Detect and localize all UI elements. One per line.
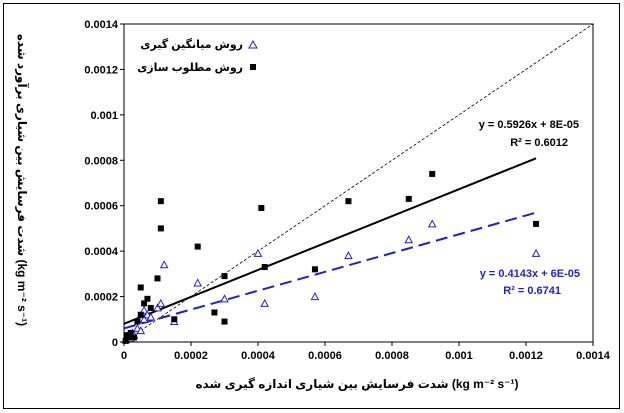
point-optimization	[194, 243, 201, 250]
point-optimization	[134, 318, 141, 325]
point-optimization	[258, 204, 265, 211]
legend: روش میانگین گیری روش مطلوب سازی	[137, 38, 258, 74]
point-optimization	[221, 318, 228, 325]
x-tick-label: 0.0012	[509, 350, 543, 362]
y-tick-label: 0.001	[90, 110, 118, 122]
point-averaging	[531, 248, 541, 257]
r2-averaging: R² = 0.6741	[503, 285, 561, 297]
point-averaging	[253, 248, 263, 257]
plot-area-border	[123, 23, 594, 343]
point-averaging	[220, 294, 229, 303]
point-optimization	[261, 264, 268, 271]
tick-label-layer: 0 0.0002 0.0004 0.0006 0.0008 0.001 0.0012 0.00…	[84, 19, 610, 362]
point-averaging	[193, 278, 203, 287]
y-tick-label: 0.0002	[84, 292, 118, 304]
point-optimization	[144, 295, 151, 302]
point-averaging	[310, 292, 320, 301]
point-optimization	[122, 337, 129, 344]
trendline-optimization	[123, 157, 537, 325]
point-averaging	[260, 298, 270, 307]
y-axis-title: شدت فرسایش بین شیاری برآورد شده (kg m⁻² …	[14, 34, 30, 326]
reference-line-layer	[123, 23, 594, 343]
point-averaging	[153, 303, 162, 312]
point-averaging	[427, 219, 437, 228]
point-averaging	[136, 326, 146, 335]
legend-label-averaging: روش میانگین گیری	[140, 38, 243, 51]
y-tick-label: 0.0012	[84, 64, 118, 76]
point-optimization	[211, 309, 218, 316]
x-tick-label: 0.0014	[576, 350, 611, 362]
point-averaging	[139, 314, 149, 323]
point-averaging	[159, 260, 169, 269]
point-optimization	[137, 311, 144, 318]
legend-marker-square	[250, 64, 256, 70]
point-optimization	[131, 334, 138, 341]
y-tick-label: 0.0014	[84, 19, 119, 31]
legend-marker-triangle	[248, 39, 258, 49]
x-tick-label: 0.0004	[241, 350, 276, 362]
point-optimization	[429, 170, 436, 177]
y-tick-label: 0.0008	[84, 155, 118, 167]
y-tick-label: 0.0006	[84, 201, 118, 213]
point-optimization	[533, 220, 540, 227]
x-tick-label: 0.0002	[174, 350, 208, 362]
point-averaging	[344, 251, 353, 260]
trendline-averaging	[123, 211, 537, 330]
x-tick-label: 0	[121, 350, 127, 362]
r2-optimization: R² = 0.6012	[510, 137, 568, 149]
point-averaging	[156, 298, 166, 307]
x-tick-label: 0.0008	[375, 350, 409, 362]
point-optimization	[147, 304, 154, 311]
point-averaging	[404, 235, 414, 244]
equation-averaging: y = 0.4143x + 6E-05	[480, 268, 580, 280]
point-optimization	[405, 195, 412, 202]
point-optimization	[137, 284, 144, 291]
points-layer	[121, 170, 541, 344]
legend-label-optimization: روش مطلوب سازی	[137, 62, 243, 74]
point-optimization	[154, 275, 161, 282]
x-axis-title: شدت فرسایش بین شیاری اندازه گیری شده (kg…	[195, 377, 518, 391]
point-optimization	[127, 329, 134, 336]
point-optimization	[141, 300, 148, 307]
point-optimization	[221, 273, 228, 280]
x-tick-label: 0.0006	[308, 350, 342, 362]
point-optimization	[126, 334, 133, 341]
y-tick-label: 0.0004	[84, 246, 119, 258]
chart-frame	[3, 3, 620, 409]
point-optimization	[345, 198, 352, 205]
point-optimization	[311, 266, 318, 273]
point-averaging	[139, 305, 149, 314]
point-optimization	[157, 225, 164, 232]
point-optimization	[157, 198, 164, 205]
x-tick-label: 0.001	[445, 350, 473, 362]
one-to-one-line	[123, 23, 594, 343]
y-tick-label: 0	[112, 337, 118, 349]
equation-optimization: y = 0.5926x + 8E-05	[479, 119, 579, 131]
point-averaging	[146, 312, 156, 321]
point-optimization	[171, 316, 178, 323]
trendline-layer	[123, 157, 537, 330]
